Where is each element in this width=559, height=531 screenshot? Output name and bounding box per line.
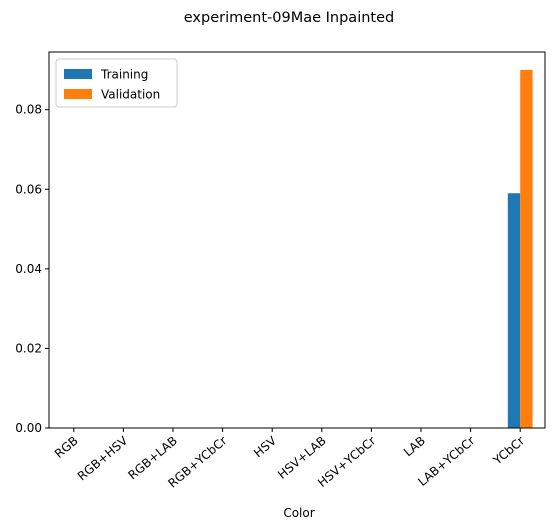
bar-training-ycbcr [507,193,521,428]
y-tick-label: 0.02 [15,341,42,355]
x-tick-label: LAB [401,434,428,460]
x-tick-label: RGB+HSV [75,433,131,483]
bar-validation-ycbcr [520,69,533,429]
y-tick-label: 0.04 [15,262,42,276]
chart-title: experiment-09Mae Inpainted [184,10,394,26]
legend-swatch-validation [64,89,92,99]
x-tick-label: YCbCr [490,434,527,469]
legend-swatch-training [64,69,92,79]
y-axis: 0.00 0.02 0.04 0.06 0.08 [15,103,49,435]
legend: Training Validation [55,58,178,108]
x-tick-label: HSV [251,433,280,460]
x-tick-label: RGB [52,434,81,461]
y-tick-label: 0.00 [15,421,42,435]
y-tick-label: 0.06 [15,182,42,196]
x-axis-label: Color [283,506,314,520]
plot-area [48,51,546,429]
legend-label-training: Training [100,68,148,82]
plot-frame [48,51,546,429]
y-tick-label: 0.08 [15,103,42,117]
legend-label-validation: Validation [101,88,160,102]
